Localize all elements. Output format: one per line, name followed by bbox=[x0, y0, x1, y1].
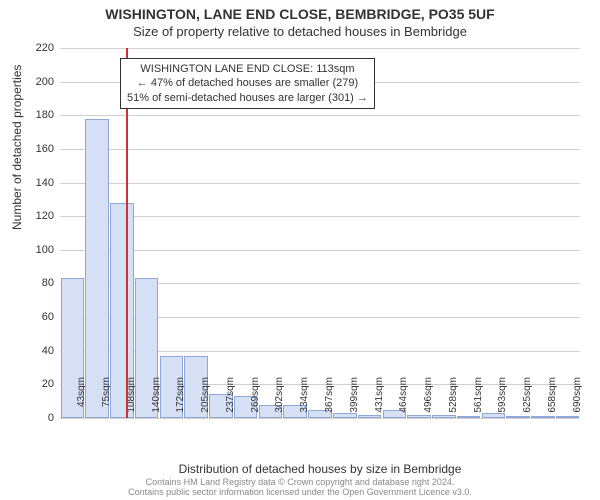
annotation-line1: WISHINGTON LANE END CLOSE: 113sqm bbox=[127, 62, 368, 76]
ytick-label: 120 bbox=[24, 210, 54, 222]
grid-line bbox=[60, 149, 580, 150]
ytick-label: 20 bbox=[24, 378, 54, 390]
grid-line bbox=[60, 216, 580, 217]
ytick-label: 40 bbox=[24, 345, 54, 357]
annotation-line2: ← 47% of detached houses are smaller (27… bbox=[127, 76, 368, 90]
grid-line bbox=[60, 48, 580, 49]
ytick-label: 80 bbox=[24, 277, 54, 289]
ytick-label: 220 bbox=[24, 42, 54, 54]
annotation-box: WISHINGTON LANE END CLOSE: 113sqm ← 47% … bbox=[120, 58, 375, 109]
chart-area: 02040608010012014016018020022043sqm75sqm… bbox=[60, 48, 580, 418]
chart-subtitle: Size of property relative to detached ho… bbox=[0, 22, 600, 39]
ytick-label: 200 bbox=[24, 76, 54, 88]
grid-line bbox=[60, 250, 580, 251]
xtick-label: 690sqm bbox=[572, 377, 583, 422]
x-axis-label: Distribution of detached houses by size … bbox=[60, 462, 580, 476]
annotation-line3: 51% of semi-detached houses are larger (… bbox=[127, 91, 368, 105]
ytick-label: 180 bbox=[24, 109, 54, 121]
ytick-label: 0 bbox=[24, 412, 54, 424]
y-axis-label: Number of detached properties bbox=[10, 65, 24, 230]
grid-line bbox=[60, 183, 580, 184]
footer-line2: Contains public sector information licen… bbox=[0, 488, 600, 498]
ytick-label: 140 bbox=[24, 177, 54, 189]
ytick-label: 60 bbox=[24, 311, 54, 323]
ytick-label: 100 bbox=[24, 244, 54, 256]
grid-line bbox=[60, 115, 580, 116]
histogram-bar bbox=[85, 119, 109, 418]
footer: Contains HM Land Registry data © Crown c… bbox=[0, 478, 600, 498]
chart-title: WISHINGTON, LANE END CLOSE, BEMBRIDGE, P… bbox=[0, 0, 600, 22]
ytick-label: 160 bbox=[24, 143, 54, 155]
chart-container: WISHINGTON, LANE END CLOSE, BEMBRIDGE, P… bbox=[0, 0, 600, 500]
